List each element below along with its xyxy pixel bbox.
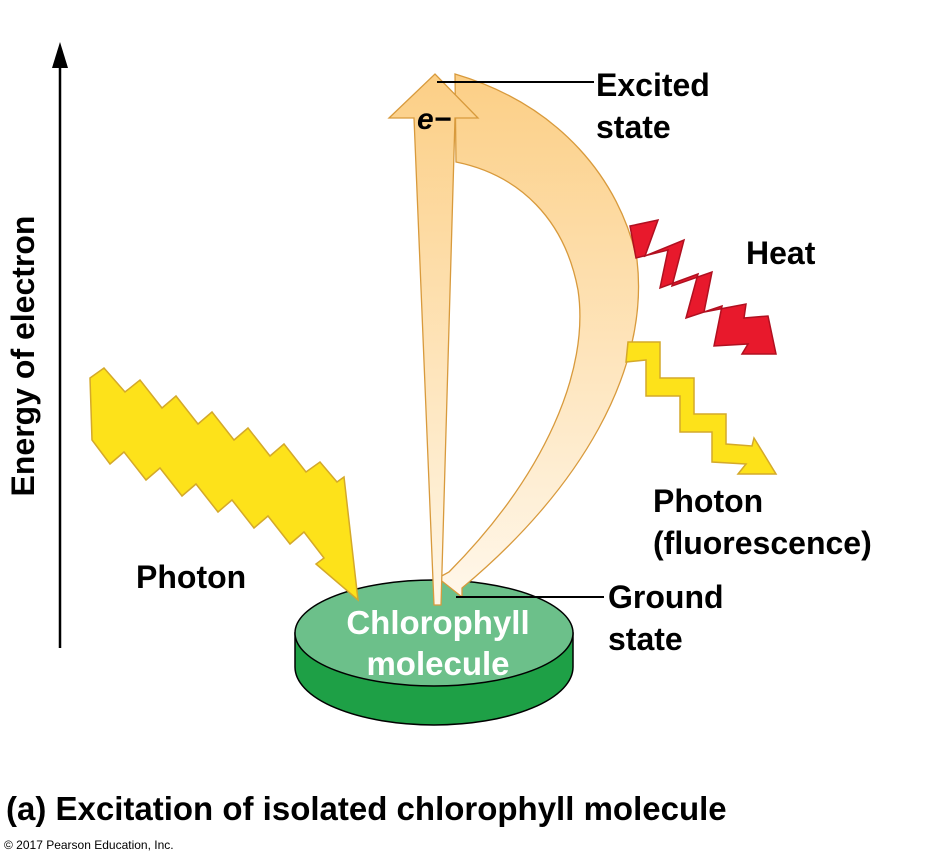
heat-arrow xyxy=(629,218,777,355)
fluorescence-label-line2: (fluorescence) xyxy=(653,525,872,561)
energy-axis-arrowhead xyxy=(52,42,68,68)
photon-label: Photon xyxy=(136,559,246,595)
figure-caption: (a) Excitation of isolated chlorophyll m… xyxy=(6,790,727,827)
chlorophyll-molecule-disk: Chlorophyll molecule xyxy=(294,579,574,726)
chlorophyll-label-line2: molecule xyxy=(366,645,509,682)
energy-axis-label: Energy of electron xyxy=(5,216,41,497)
fluorescence-photon-arrow xyxy=(625,341,778,475)
excitation-arrow xyxy=(387,73,480,606)
copyright-notice: © 2017 Pearson Education, Inc. xyxy=(4,838,174,852)
energy-axis: Energy of electron xyxy=(5,42,68,648)
excited-state-label-line1: Excited xyxy=(596,67,710,103)
excited-state-label-line2: state xyxy=(596,109,671,145)
chlorophyll-label-line1: Chlorophyll xyxy=(346,604,529,641)
ground-state-label-line2: state xyxy=(608,621,683,657)
heat-label: Heat xyxy=(746,235,816,271)
fluorescence-label-line1: Photon xyxy=(653,483,763,519)
decay-arrow-band xyxy=(436,73,640,599)
ground-state-label-line1: Ground xyxy=(608,579,724,615)
incoming-photon-arrow xyxy=(89,366,359,602)
electron-label: e− xyxy=(417,103,451,136)
